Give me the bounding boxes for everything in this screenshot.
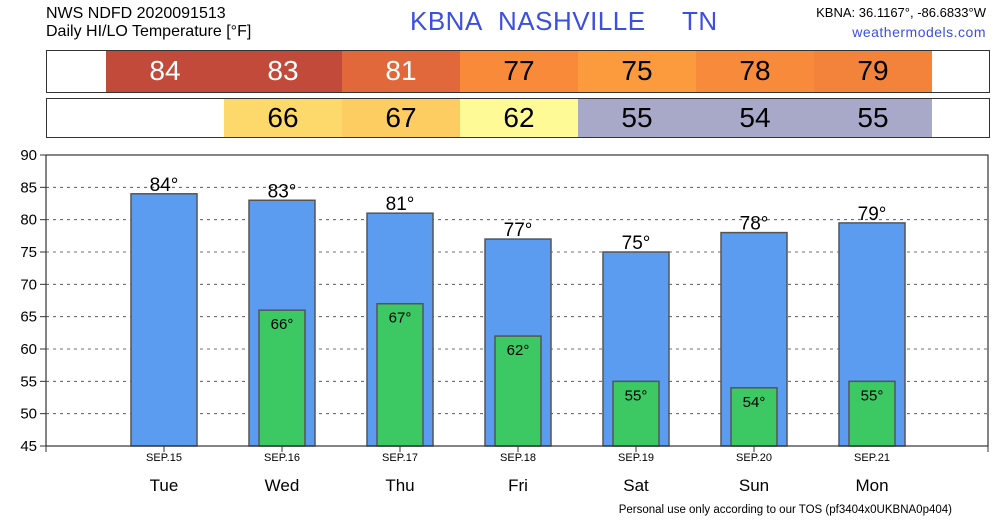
hi-band-cell: 77	[460, 51, 578, 92]
day-label: Mon	[855, 476, 888, 495]
station-code: KBNA	[410, 6, 483, 36]
hi-band-cell: 83	[224, 51, 342, 92]
day-label: Sun	[739, 476, 769, 495]
lo-value-label: 67°	[389, 310, 412, 327]
hi-value-label: 78°	[740, 214, 769, 235]
header-line1: NWS NDFD 2020091513	[46, 5, 226, 22]
lo-band-cell: 66	[224, 99, 342, 137]
hi-temperature-band: 84 83 81 77 75 78 79	[46, 50, 990, 93]
date-label: SEP.18	[500, 452, 536, 464]
y-tick-label: 65	[20, 309, 37, 326]
hi-value-label: 81°	[386, 194, 415, 215]
day-label: Fri	[508, 476, 528, 495]
date-label: SEP.19	[618, 452, 654, 464]
hi-value-label: 75°	[622, 233, 651, 254]
y-tick-label: 85	[20, 179, 37, 196]
plot-frame	[45, 154, 989, 447]
hi-value-label: 79°	[858, 204, 887, 225]
y-tick-label: 45	[20, 438, 37, 455]
y-tick-label: 70	[20, 276, 37, 293]
header-line2: Daily HI/LO Temperature [°F]	[46, 23, 252, 40]
website-link[interactable]: weathermodels.com	[852, 24, 986, 40]
lo-bar	[258, 309, 306, 447]
hi-value-label: 77°	[504, 220, 533, 241]
y-tick-label: 80	[20, 212, 37, 229]
hi-band-cell: 84	[106, 51, 224, 92]
y-tick-label: 90	[20, 147, 37, 164]
date-label: SEP.17	[382, 452, 418, 464]
day-label: Sat	[623, 476, 649, 495]
hi-band-cell: 75	[578, 51, 696, 92]
lo-band-cell: 62	[460, 99, 578, 137]
hi-band-cell: 78	[696, 51, 814, 92]
lo-value-label: 54°	[743, 394, 766, 411]
hi-bar	[130, 193, 198, 447]
station-coords: KBNA: 36.1167°, -86.6833°W	[816, 5, 986, 20]
tos-footer: Personal use only according to our TOS (…	[618, 504, 952, 516]
y-tick-label: 75	[20, 244, 37, 261]
lo-band-cell: 67	[342, 99, 460, 137]
lo-value-label: 66°	[271, 316, 294, 333]
day-label: Wed	[265, 476, 300, 495]
lo-value-label: 55°	[625, 387, 648, 404]
lo-band-cell: 55	[578, 99, 696, 137]
lo-bar	[612, 380, 660, 447]
date-label: SEP.15	[146, 452, 182, 464]
lo-value-label: 62°	[507, 342, 530, 359]
date-label: SEP.21	[854, 452, 890, 464]
day-label: Tue	[150, 476, 179, 495]
lo-band-cell: 54	[696, 99, 814, 137]
hi-value-label: 84°	[150, 175, 179, 196]
hi-band-cell: 79	[814, 51, 932, 92]
lo-bar	[494, 335, 542, 447]
lo-temperature-band: 66 67 62 55 54 55	[46, 98, 990, 138]
hi-band-cell: 81	[342, 51, 460, 92]
temperature-chart: 45 50 55 60 65 70 75 80 85 90 84° SEP.15 Tue 83° 66° S…	[20, 147, 989, 495]
date-label: SEP.20	[736, 452, 772, 464]
station-state: TN	[682, 6, 718, 36]
lo-value-label: 55°	[861, 387, 884, 404]
lo-bar	[376, 302, 424, 447]
hi-value-label: 83°	[268, 181, 297, 202]
station-city: NASHVILLE	[498, 6, 646, 36]
date-label: SEP.16	[264, 452, 300, 464]
lo-bar	[730, 387, 778, 447]
day-label: Thu	[385, 476, 414, 495]
y-tick-label: 50	[20, 406, 37, 423]
lo-band-cell: 55	[814, 99, 932, 137]
y-tick-label: 60	[20, 341, 37, 358]
y-tick-label: 55	[20, 373, 37, 390]
